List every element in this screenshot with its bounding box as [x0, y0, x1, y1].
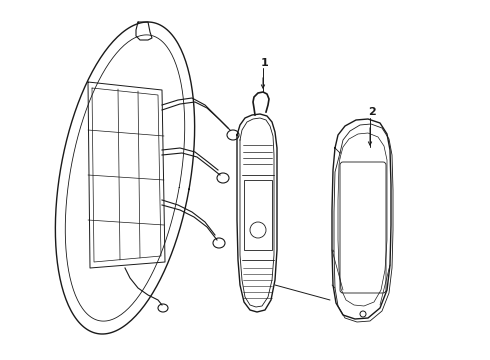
Text: 2: 2 — [368, 107, 376, 117]
Text: 1: 1 — [261, 58, 269, 68]
